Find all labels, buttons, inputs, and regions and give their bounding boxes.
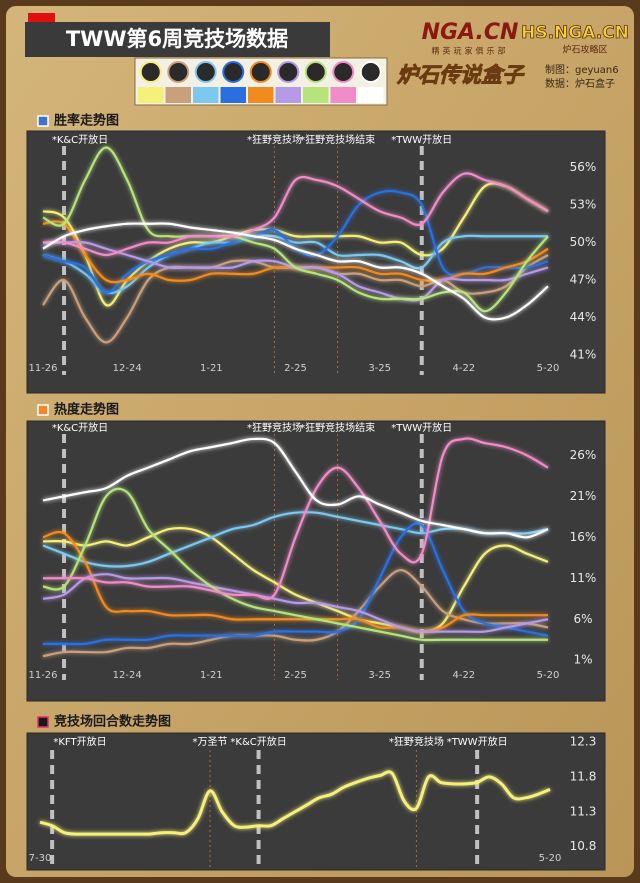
x-tick-label: 5-20 [537,363,560,374]
x-tick-label: 1-21 [200,363,223,374]
class-icon [194,61,217,83]
x-tick-label: 5-20 [537,670,560,681]
series-line [42,568,549,658]
title-accent [28,13,55,22]
class-icon [222,61,245,83]
x-tick-label: 3-25 [368,363,391,374]
chart-panel [26,732,606,871]
y-tick-label: 12.3 [570,734,597,748]
chart-panel [26,130,606,394]
event-label: *TWW开放日 [391,133,452,146]
series-line [42,172,549,257]
section-marker [37,716,49,728]
class-icon [359,61,382,83]
x-tick-label: 12-24 [113,670,142,681]
x-tick-label: 2-25 [284,670,307,681]
class-icon [167,61,190,83]
legend [138,61,384,103]
legend-swatch [220,87,246,103]
event-label: *狂野竞技场 [389,735,444,748]
event-label: *狂野竞技场结束 [300,421,375,434]
series-line [42,234,548,295]
class-icon [332,61,355,83]
logo-nga-sub: 精英玩家俱乐部 [432,46,509,56]
event-label: *K&C开放日 [52,133,108,146]
y-tick-label: 11.8 [570,769,597,783]
series-line [39,770,551,836]
y-tick-label: 53% [570,198,597,212]
legend-swatch [165,87,191,103]
x-tick-label: 5-20 [539,853,562,864]
logo-hs-sub: 炉石攻略区 [562,44,607,56]
y-tick-label: 11% [570,571,597,585]
y-tick-label: 50% [570,235,597,249]
section-marker [37,115,49,127]
logo-hs: HS.NGA.CN [521,23,629,43]
x-tick-label: 7-30 [29,853,52,864]
series-line [42,222,549,321]
section-title: 热度走势图 [54,402,119,418]
event-label: *TWW开放日 [447,735,508,748]
credit: 制图：geyuan6 [545,63,619,76]
legend-swatch [193,87,219,103]
event-label: *KFT开放日 [53,735,106,748]
y-tick-label: 56% [570,160,597,174]
y-tick-label: 44% [570,310,597,324]
x-tick-label: 2-25 [284,363,307,374]
x-tick-label: 4-22 [452,670,475,681]
series-line [42,437,549,539]
chart-panel [26,420,606,702]
legend-swatch [275,87,301,103]
series-line [42,530,548,633]
series-line [42,573,549,633]
event-label: *狂野竞技场 [247,133,302,146]
event-label: *万圣节 [193,736,228,748]
event-label: *K&C开放日 [230,735,286,748]
y-tick-label: 1% [573,653,592,667]
class-icon [249,61,272,83]
class-icon [277,61,300,83]
logo-box: 炉石传说盒子 [396,63,525,87]
y-tick-label: 47% [570,273,597,287]
event-label: *狂野竞技场 [247,421,302,434]
legend-swatch [138,87,164,103]
logo-nga: NGA.CN [422,20,519,45]
y-tick-label: 26% [570,448,597,462]
y-tick-label: 6% [573,612,592,626]
legend-swatch [303,87,329,103]
x-tick-label: 11-26 [28,363,57,374]
x-tick-label: 3-25 [368,670,391,681]
y-tick-label: 10.8 [570,839,597,853]
y-tick-label: 16% [570,530,597,544]
series-line [42,146,549,313]
legend-swatch [358,87,384,103]
section-title: 竞技场回合数走势图 [54,714,171,730]
series-line [42,487,548,642]
legend-swatch [330,87,356,103]
y-tick-label: 21% [570,489,597,503]
x-tick-label: 11-26 [28,670,57,681]
title-box [25,22,330,57]
class-icon [304,61,327,83]
series-line [43,437,549,600]
series-line [42,526,549,633]
x-tick-label: 1-21 [200,670,223,681]
page-title: TWW第6周竞技场数据 [66,27,288,51]
event-label: *狂野竞技场结束 [300,133,375,146]
credit: 数据：炉石盒子 [545,77,615,90]
y-tick-label: 41% [570,348,597,362]
section-marker [37,404,49,416]
x-tick-label: 12-24 [113,363,142,374]
event-label: *TWW开放日 [391,421,452,434]
section-title: 胜率走势图 [54,113,119,129]
event-label: *K&C开放日 [52,421,108,434]
legend-swatch [248,87,274,103]
x-tick-label: 4-22 [452,363,475,374]
series-line [43,522,549,646]
y-tick-label: 11.3 [570,804,597,818]
class-icon [139,61,162,83]
